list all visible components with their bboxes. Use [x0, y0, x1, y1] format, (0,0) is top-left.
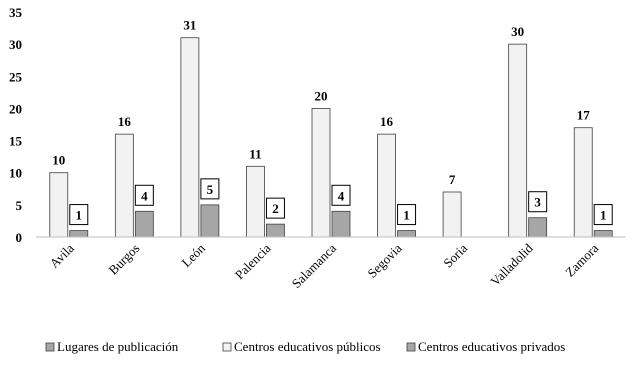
legend-label: Lugares de publicación	[57, 339, 179, 354]
bar-private-7	[528, 217, 548, 238]
legend-swatch	[222, 342, 232, 352]
data-label-private-box	[69, 204, 89, 226]
bar-public-0	[49, 172, 69, 238]
y-tick-label: 5	[16, 198, 23, 213]
data-label-private-box	[200, 178, 220, 200]
bar-private-1	[134, 210, 154, 238]
data-label-private-box	[265, 197, 285, 219]
legend-label: Centros educativos privados	[418, 339, 565, 354]
bar-private-3	[266, 223, 285, 238]
category-label: Salamanca	[289, 240, 340, 291]
data-label-private: 1	[76, 208, 83, 223]
data-label-public: 10	[52, 153, 65, 168]
y-tick-label: 35	[9, 5, 23, 20]
bars	[49, 37, 613, 238]
data-label-private-box	[593, 204, 613, 226]
y-tick-label: 30	[9, 37, 22, 52]
bar-private-5	[397, 230, 416, 238]
legend-swatch	[406, 342, 416, 352]
category-label: León	[179, 240, 209, 270]
data-label-private: 1	[403, 208, 410, 223]
bar-public-6	[442, 191, 462, 238]
y-tick-label: 15	[9, 134, 23, 149]
bar-private-8	[593, 230, 613, 238]
y-tick-label: 0	[16, 230, 23, 245]
category-label: Segovia	[364, 240, 404, 280]
data-label-private: 5	[207, 182, 214, 197]
category-label: Burgos	[105, 241, 142, 278]
data-label-public: 30	[511, 24, 524, 39]
category-label: Avila	[47, 240, 78, 271]
bar-public-5	[377, 133, 396, 238]
data-label-private-box	[528, 191, 548, 213]
category-label: Palencia	[232, 240, 274, 282]
bar-public-2	[180, 37, 200, 238]
bar-public-3	[246, 165, 265, 238]
data-label-public: 16	[118, 114, 132, 129]
category-label: Zamora	[562, 240, 601, 279]
data-label-public: 16	[380, 114, 394, 129]
data-label-private: 3	[534, 195, 541, 210]
data-label-public: 31	[183, 18, 196, 33]
data-label-private: 4	[141, 188, 148, 203]
legend-swatch	[45, 342, 55, 352]
bar-private-0	[69, 230, 89, 238]
bar-public-1	[114, 133, 134, 238]
bar-public-4	[311, 108, 331, 238]
x-axis-category-labels: Avila Burgos León Palencia Salamanca Segovia S…	[47, 240, 602, 291]
data-label-public: 7	[449, 172, 456, 187]
data-label-private: 1	[600, 208, 607, 223]
y-axis-tick-labels: 0 5 10 15 20 25 30 35	[9, 5, 23, 245]
y-tick-label: 10	[9, 166, 22, 181]
data-label-private: 2	[272, 201, 279, 216]
data-label-private: 4	[338, 188, 345, 203]
bar-private-4	[331, 210, 351, 238]
bar-public-7	[508, 43, 528, 238]
y-tick-label: 25	[9, 69, 23, 84]
bar-private-2	[200, 204, 220, 238]
data-label-public: 20	[315, 88, 328, 103]
legend-label: Centros educativos públicos	[234, 339, 381, 354]
category-label: Soria	[440, 240, 470, 270]
legend: Lugares de publicación Centros educativos…	[45, 339, 565, 354]
data-label-private-box	[331, 184, 351, 206]
category-label: Valladolid	[487, 240, 536, 289]
data-label-public: 11	[249, 146, 261, 161]
data-label-private-box	[397, 204, 417, 226]
data-label-private-box	[134, 184, 154, 206]
data-label-public: 17	[577, 108, 591, 123]
bar-public-8	[573, 127, 593, 238]
y-tick-label: 20	[9, 101, 22, 116]
